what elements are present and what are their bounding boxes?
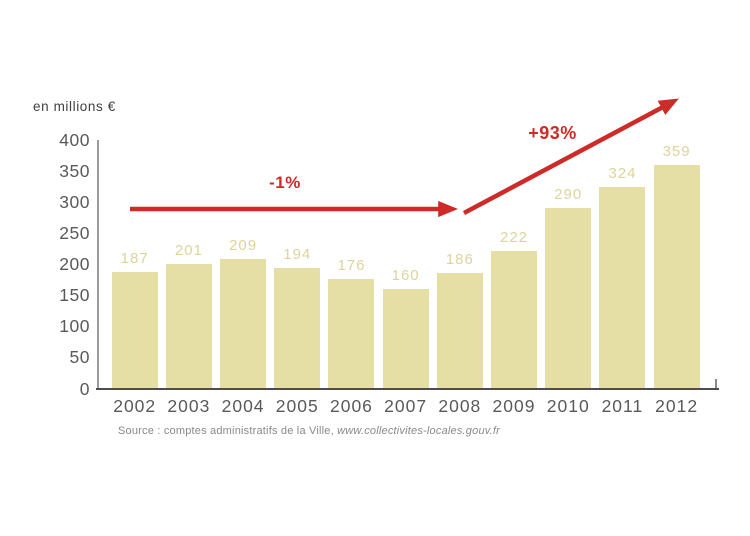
- bar: [545, 208, 592, 389]
- x-axis-tick-label: 2004: [221, 396, 265, 416]
- bar-value-label: 209: [229, 236, 258, 254]
- bar: [436, 272, 483, 389]
- y-axis-tick-label: 400: [59, 130, 90, 150]
- bar: [165, 263, 212, 389]
- x-axis-tick-label: 2002: [113, 396, 157, 416]
- bar: [274, 267, 321, 389]
- x-axis-tick-label: 2006: [329, 396, 373, 416]
- y-axis-tick-label: 0: [79, 378, 90, 399]
- y-axis-tick-label: 100: [59, 316, 90, 337]
- bar: [328, 279, 375, 389]
- x-axis-tick-label: 2011: [601, 396, 644, 416]
- y-axis-tick-label: 350: [59, 161, 90, 182]
- bar: [491, 250, 538, 389]
- x-axis-tick-label: 2007: [384, 396, 428, 416]
- bar-value-label: 160: [391, 267, 420, 285]
- x-axis-tick-label: 2010: [546, 396, 590, 416]
- x-axis-tick-label: 2009: [492, 396, 536, 416]
- y-axis-unit-label: en millions €: [33, 99, 116, 114]
- bar-value-label: 186: [445, 250, 474, 268]
- y-axis-tick-label: 250: [59, 223, 90, 244]
- y-axis-tick-label: 50: [69, 347, 90, 368]
- y-axis-tick-label: 150: [59, 285, 90, 306]
- bar-value-label: 194: [283, 245, 312, 263]
- source-url: www.collectivites-locales.gouv.fr: [337, 425, 501, 437]
- annotation-plus-93-percent: +93%: [528, 123, 577, 143]
- bar-value-label: 176: [337, 257, 366, 275]
- x-axis-tick-label: 2012: [655, 396, 699, 416]
- bar-value-label: 187: [120, 250, 149, 268]
- bar: [653, 165, 700, 389]
- annotation-minus-1-percent: -1%: [269, 173, 301, 192]
- y-axis-tick-label: 300: [59, 192, 90, 213]
- bar-value-label: 324: [608, 165, 637, 183]
- bar: [111, 272, 158, 389]
- bar: [599, 187, 646, 389]
- bar: [220, 258, 267, 389]
- source-caption-text: Source : comptes administratifs de la Vi…: [118, 425, 338, 437]
- bar: [382, 289, 429, 389]
- x-axis-line: [96, 388, 719, 390]
- y-axis-tick-label: 200: [59, 254, 90, 275]
- source-caption: Source : comptes administratifs de la Vi…: [118, 425, 500, 437]
- bar-value-label: 359: [662, 143, 691, 161]
- bar-value-label: 201: [174, 241, 203, 259]
- x-axis-tick-label: 2008: [438, 396, 482, 416]
- bar-value-label: 290: [554, 186, 583, 204]
- y-axis-line: [97, 140, 99, 389]
- x-axis-end-tick: [715, 379, 717, 388]
- bar-value-label: 222: [500, 228, 529, 246]
- x-axis-tick-label: 2005: [275, 396, 319, 416]
- x-axis-tick-label: 2003: [167, 396, 211, 416]
